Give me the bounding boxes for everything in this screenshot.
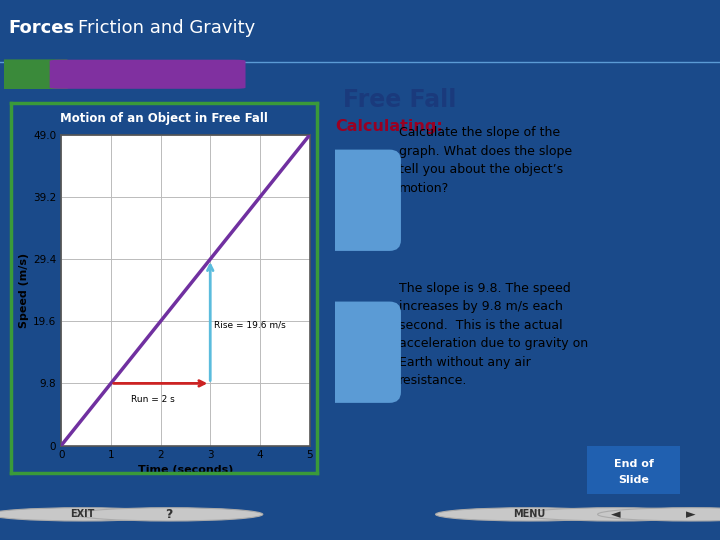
Text: Motion of an Object in Free Fall: Motion of an Object in Free Fall [60,112,268,125]
Text: MENU: MENU [513,509,545,519]
Text: Math: Math [21,68,61,81]
Text: EXIT: EXIT [71,509,95,519]
Y-axis label: Speed (m/s): Speed (m/s) [19,253,29,328]
Text: ◄: ◄ [611,508,621,521]
Text: A.: A. [353,345,372,360]
Text: Calculating:: Calculating: [335,119,443,134]
Text: Calculate the slope of the
graph. What does the slope
tell you about the object’: Calculate the slope of the graph. What d… [399,126,572,194]
Text: Run = 2 s: Run = 2 s [131,395,174,404]
Text: Slide: Slide [618,476,649,485]
Circle shape [522,508,709,521]
Text: Analyzing Data: Analyzing Data [94,67,201,80]
FancyBboxPatch shape [580,442,688,498]
Circle shape [0,508,176,521]
X-axis label: Time (seconds): Time (seconds) [138,464,233,475]
Polygon shape [0,419,86,497]
Text: The slope is 9.8. The speed
increases by 9.8 m/s each
second.  This is the actua: The slope is 9.8. The speed increases by… [399,282,588,387]
Circle shape [598,508,720,521]
FancyBboxPatch shape [323,301,401,403]
Text: Forces: Forces [9,19,75,37]
FancyBboxPatch shape [323,150,401,251]
FancyBboxPatch shape [50,60,246,89]
Text: ►: ► [686,508,696,521]
Text: ?: ? [166,508,173,521]
Text: - Friction and Gravity: - Friction and Gravity [60,19,256,37]
Text: Free Fall: Free Fall [343,88,456,112]
Text: Rise = 19.6 m/s: Rise = 19.6 m/s [215,321,286,329]
Circle shape [76,508,263,521]
Text: Q.: Q. [352,193,372,208]
Ellipse shape [0,497,720,540]
Text: End of: End of [613,459,654,469]
Polygon shape [4,59,90,89]
Circle shape [436,508,623,521]
